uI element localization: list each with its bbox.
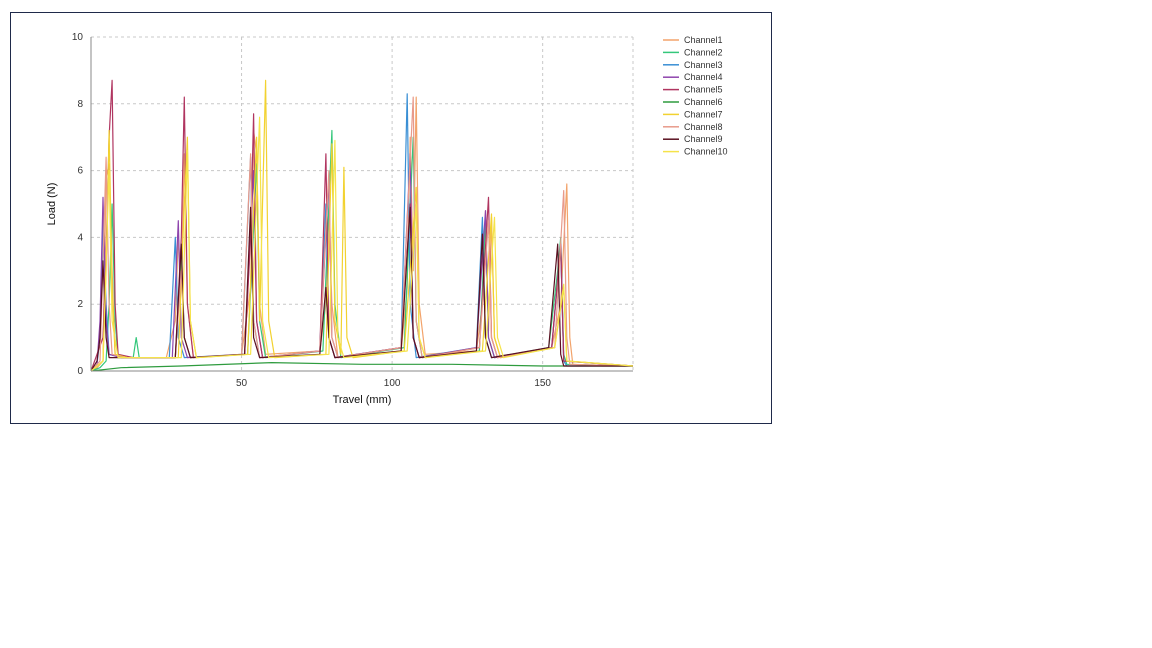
- y-tick-label: 10: [72, 32, 84, 43]
- series-line-channel8: [90, 96, 634, 372]
- series-line-channel9: [90, 206, 633, 372]
- line-chart: 0 2 4 6 8 10 50 100 150 Travel (mm) Load (N) Cha…: [46, 32, 728, 406]
- legend-label: Channel3: [684, 60, 723, 70]
- legend-label: Channel5: [684, 85, 723, 95]
- legend-label: Channel9: [684, 134, 723, 144]
- legend-label: Channel10: [684, 147, 728, 157]
- x-tick-label: 50: [236, 378, 248, 389]
- legend-label: Channel6: [684, 97, 723, 107]
- x-tick-label: 150: [534, 378, 551, 389]
- legend-label: Channel4: [684, 72, 723, 82]
- chart-frame: 0 2 4 6 8 10 50 100 150 Travel (mm) Load (N) Cha…: [10, 12, 772, 424]
- series-line-channel5: [90, 79, 634, 372]
- y-tick-label: 2: [77, 299, 83, 310]
- series-line-channel1: [90, 96, 633, 372]
- legend-label: Channel7: [684, 109, 723, 119]
- x-tick-label: 100: [384, 378, 401, 389]
- series-line-channel7: [90, 79, 634, 372]
- y-tick-label: 4: [77, 232, 83, 243]
- series-line-channel3: [90, 93, 633, 372]
- y-tick-label: 0: [77, 366, 83, 377]
- x-axis-label: Travel (mm): [333, 394, 392, 406]
- legend-label: Channel8: [684, 122, 723, 132]
- legend-label: Channel2: [684, 47, 723, 57]
- y-tick-label: 8: [77, 99, 83, 110]
- series-line-channel10: [90, 116, 634, 372]
- series-layer: [90, 79, 634, 372]
- axes: 0 2 4 6 8 10 50 100 150: [72, 32, 633, 389]
- series-line-channel6: [90, 362, 633, 372]
- y-axis-label: Load (N): [46, 183, 58, 226]
- legend-label: Channel1: [684, 35, 723, 45]
- legend: Channel1 Channel2 Channel3 Channel4 Channel5…: [663, 35, 728, 157]
- series-line-channel4: [90, 153, 634, 372]
- y-tick-label: 6: [77, 166, 83, 177]
